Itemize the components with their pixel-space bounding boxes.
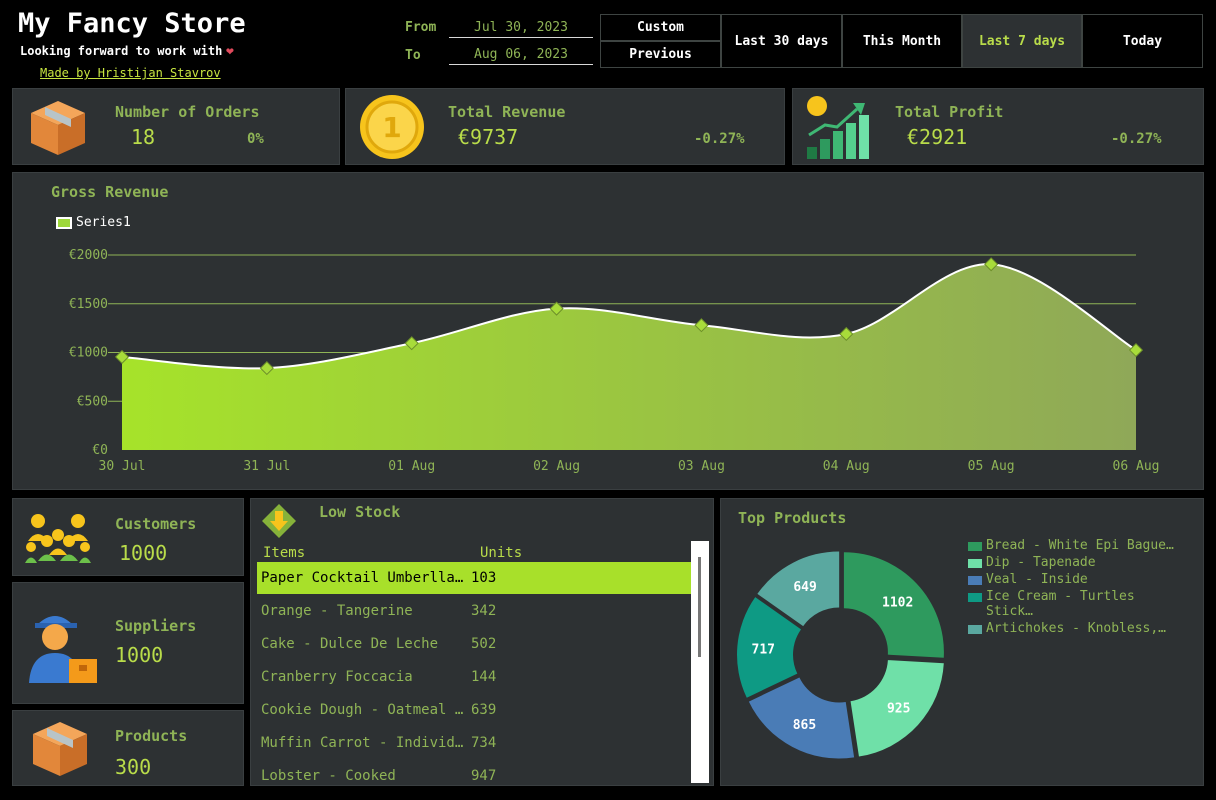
- suppliers-card: Suppliers 1000: [12, 582, 244, 704]
- table-row[interactable]: Orange - Tangerine 342: [257, 595, 691, 627]
- item-units: 144: [471, 669, 497, 685]
- legend-swatch: [968, 625, 982, 634]
- top-products-title: Top Products: [738, 509, 847, 527]
- legend-item[interactable]: Veal - Inside: [968, 572, 1178, 587]
- products-label: Products: [115, 727, 188, 745]
- legend-item[interactable]: Bread - White Epi Bague…: [968, 538, 1178, 553]
- legend-swatch: [968, 593, 982, 602]
- profit-label: Total Profit: [895, 103, 1004, 121]
- delivery-worker-icon: [29, 616, 97, 683]
- products-card: Products 300: [12, 710, 244, 786]
- last-7-days-button[interactable]: Last 7 days: [962, 14, 1082, 68]
- table-row[interactable]: Cookie Dough - Oatmeal … 639: [257, 694, 691, 726]
- table-row[interactable]: Muffin Carrot - Individual 734: [257, 727, 691, 759]
- item-units: 502: [471, 636, 497, 652]
- legend-swatch: [968, 542, 982, 551]
- revenue-label: Total Revenue: [448, 103, 566, 121]
- revenue-change: -0.27%: [694, 131, 745, 147]
- suppliers-value: 1000: [115, 643, 164, 667]
- coin-icon: 1: [360, 95, 424, 159]
- legend-swatch: [968, 576, 982, 585]
- today-button[interactable]: Today: [1082, 14, 1203, 68]
- legend-label: Ice Cream - Turtles Stick…: [986, 589, 1135, 619]
- custom-button[interactable]: Custom: [600, 14, 721, 41]
- legend-label: Artichokes - Knobless,…: [986, 621, 1167, 636]
- orders-label: Number of Orders: [115, 103, 260, 121]
- item-name: Cake - Dulce De Leche: [261, 636, 439, 652]
- suppliers-label: Suppliers: [115, 617, 197, 635]
- box-icon: [33, 722, 87, 776]
- profit-change: -0.27%: [1111, 131, 1162, 147]
- table-row[interactable]: Cake - Dulce De Leche 502: [257, 628, 691, 660]
- scrollbar-thumb[interactable]: [698, 557, 701, 657]
- revenue-value: €9737: [458, 125, 519, 149]
- legend-label: Dip - Tapenade: [986, 555, 1096, 570]
- customers-value: 1000: [119, 541, 168, 565]
- item-units: 103: [471, 570, 497, 586]
- orders-value: 18: [131, 125, 156, 149]
- item-name: Paper Cocktail Umberlla …: [261, 570, 471, 586]
- col-items-header: Items: [263, 545, 306, 561]
- warning-down-arrow-icon: [262, 504, 296, 538]
- profit-card: Total Profit €2921 -0.27%: [792, 88, 1204, 165]
- orders-card: Number of Orders 18 0%: [12, 88, 340, 165]
- item-name: Muffin Carrot - Individual: [261, 735, 471, 751]
- low-stock-panel: Low Stock Items Units Paper Cocktail Umb…: [250, 498, 714, 786]
- legend-label: Bread - White Epi Bague…: [986, 538, 1174, 553]
- credit-link[interactable]: Made by Hristijan Stavrov: [40, 66, 221, 80]
- item-units: 947: [471, 768, 497, 784]
- chart-title: Gross Revenue: [51, 183, 169, 201]
- col-units-header: Units: [480, 545, 523, 561]
- item-units: 734: [471, 735, 497, 751]
- legend-item[interactable]: Artichokes - Knobless,…: [968, 621, 1178, 636]
- products-value: 300: [115, 755, 152, 779]
- store-subtitle: Looking forward to work with: [20, 44, 223, 58]
- revenue-card: 1 Total Revenue €9737 -0.27%: [345, 88, 785, 165]
- legend-label: Veal - Inside: [986, 572, 1088, 587]
- customers-card: Customers 1000: [12, 498, 244, 576]
- legend-item[interactable]: Dip - Tapenade: [968, 555, 1178, 570]
- svg-text:1: 1: [382, 111, 401, 144]
- scrollbar[interactable]: [691, 541, 709, 783]
- legend-item[interactable]: Ice Cream - Turtles Stick…: [968, 589, 1178, 619]
- box-icon: [31, 101, 85, 155]
- gross-revenue-card: Gross Revenue Series1: [12, 172, 1204, 490]
- previous-button[interactable]: Previous: [600, 41, 721, 68]
- this-month-button[interactable]: This Month: [842, 14, 962, 68]
- to-date-input[interactable]: Aug 06, 2023: [449, 47, 593, 65]
- orders-change: 0%: [247, 131, 264, 147]
- table-row[interactable]: Paper Cocktail Umberlla … 103: [257, 562, 691, 594]
- legend-series-label[interactable]: Series1: [76, 215, 131, 230]
- growth-chart-icon: [807, 96, 869, 159]
- legend-swatch: [968, 559, 982, 568]
- item-name: Cranberry Foccacia: [261, 669, 413, 685]
- last-30-days-button[interactable]: Last 30 days: [721, 14, 842, 68]
- to-label: To: [405, 48, 421, 63]
- item-name: Cookie Dough - Oatmeal …: [261, 702, 464, 718]
- item-name: Lobster - Cooked: [261, 768, 396, 784]
- item-units: 639: [471, 702, 497, 718]
- from-date-input[interactable]: Jul 30, 2023: [449, 20, 593, 38]
- people-group-icon: [25, 514, 91, 563]
- table-row[interactable]: Lobster - Cooked 947: [257, 760, 691, 785]
- heart-icon: ❤: [226, 44, 234, 59]
- from-label: From: [405, 20, 437, 35]
- customers-label: Customers: [115, 515, 197, 533]
- store-title: My Fancy Store: [18, 8, 246, 39]
- low-stock-title: Low Stock: [319, 503, 401, 521]
- item-name: Orange - Tangerine: [261, 603, 413, 619]
- table-row[interactable]: Cranberry Foccacia 144: [257, 661, 691, 693]
- legend-swatch: [56, 217, 72, 229]
- profit-value: €2921: [907, 125, 968, 149]
- item-units: 342: [471, 603, 497, 619]
